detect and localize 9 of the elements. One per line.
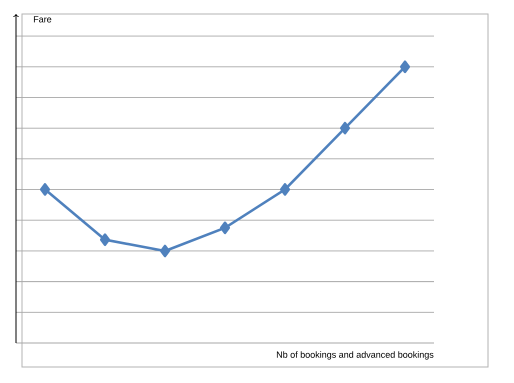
point	[400, 60, 410, 74]
point	[220, 222, 230, 234]
point	[100, 233, 110, 246]
x-axis-title: Nb of bookings and advanced bookings	[276, 351, 434, 360]
point	[340, 122, 350, 134]
point	[160, 244, 170, 258]
y-axis-title: Fare	[34, 16, 52, 22]
point	[40, 183, 50, 196]
point	[280, 183, 290, 196]
